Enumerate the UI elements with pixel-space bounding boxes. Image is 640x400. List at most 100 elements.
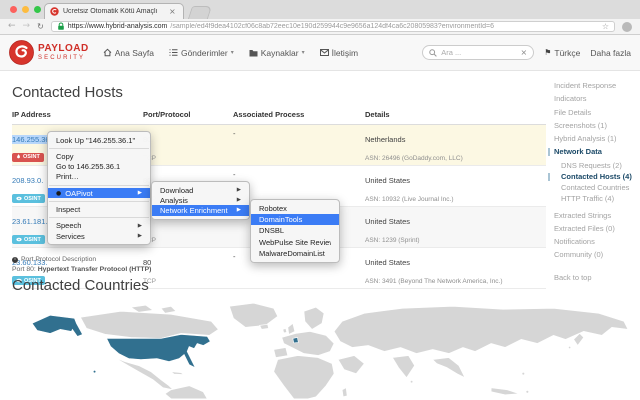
menu-item-webpulse[interactable]: WebPulse Site Review — [259, 237, 331, 247]
sidebar-item-dns-requests[interactable]: DNS Requests (2) — [561, 160, 622, 170]
minimize-window-button[interactable] — [22, 6, 29, 13]
menu-item-analysis[interactable]: Analysis ▶ — [160, 195, 241, 205]
sidebar-item-notifications[interactable]: Notifications — [554, 237, 595, 247]
tab-title: Ücretsiz Otomatik Kötü Amaçlı — [63, 8, 158, 15]
back-to-top-link[interactable]: Back to top — [554, 273, 592, 283]
country: United States — [365, 217, 411, 226]
address-bar[interactable]: https://www.hybrid-analysis.com /sample/… — [50, 21, 615, 32]
more-menu[interactable]: Daha fazla — [590, 48, 631, 58]
payload-security-logo[interactable]: PAYLOAD SECURITY — [9, 40, 89, 65]
menu-item-download[interactable]: Download ▶ — [160, 185, 241, 195]
menu-item-robotex[interactable]: Robotex — [259, 204, 287, 214]
https-lock-icon — [57, 22, 64, 30]
menu-item-malwaredomainlist[interactable]: MalwareDomainList — [259, 248, 325, 258]
search-input[interactable]: Ara ... × — [422, 45, 535, 60]
ip-link[interactable]: 208.93.0. — [12, 176, 44, 185]
osint-badge-info[interactable]: OSINT — [12, 276, 45, 285]
sidebar-item-file-details[interactable]: File Details — [554, 107, 592, 117]
context-menu: Look Up "146.255.36.1" Copy Go to 146.25… — [47, 131, 151, 246]
menu-separator — [49, 217, 149, 219]
language-label: Türkçe — [554, 47, 581, 58]
country: United States — [365, 258, 411, 267]
osint-badge-info[interactable]: OSINT — [12, 235, 45, 244]
country: Netherlands — [365, 135, 406, 144]
associated-process: - — [233, 252, 236, 261]
profile-avatar-button[interactable] — [622, 21, 632, 32]
url-path: /sample/ed4f9dea4102cf06c8ab72eec10e190d… — [170, 23, 495, 30]
sidebar-item-screenshots[interactable]: Screenshots (1) — [554, 120, 607, 130]
nav-submissions-label: Gönderimler — [180, 47, 228, 58]
new-tab-button[interactable] — [187, 6, 213, 19]
nav-home-label: Ana Sayfa — [114, 47, 154, 58]
envelope-icon — [319, 49, 329, 56]
search-icon — [429, 48, 437, 57]
menu-separator — [49, 184, 149, 186]
sidebar-item-http-traffic[interactable]: HTTP Traffic (4) — [561, 193, 615, 203]
list-icon — [169, 49, 178, 56]
menu-item-network-enrichment[interactable]: Network Enrichment ▶ — [152, 205, 249, 216]
submenu-arrow-icon: ▶ — [137, 190, 142, 197]
menu-item-goto[interactable]: Go to 146.255.36.1 — [56, 162, 121, 172]
window-controls[interactable] — [10, 6, 41, 13]
menu-item-domaintools[interactable]: DomainTools — [251, 214, 339, 226]
forward-icon[interactable]: → — [22, 21, 31, 31]
contacted-hosts-title: Contacted Hosts — [12, 84, 123, 101]
osint-badge-info[interactable]: OSINT — [12, 194, 45, 203]
info-icon: i — [12, 256, 18, 263]
map-united-states — [106, 334, 211, 369]
language-selector[interactable]: ⚑ Türkçe — [544, 48, 580, 58]
ip-link[interactable]: 23.60.133. — [12, 258, 48, 267]
menu-item-oapivot[interactable]: ● OAPivot ▶ — [48, 188, 150, 199]
sidebar-item-indicators[interactable]: Indicators — [554, 94, 587, 104]
protocol: TCP — [143, 278, 156, 285]
home-icon — [103, 48, 112, 57]
osint-badge-malicious[interactable]: OSINT — [12, 152, 44, 162]
menu-item-lookup[interactable]: Look Up "146.255.36.1" — [56, 135, 136, 145]
chevron-down-icon: ▾ — [301, 49, 305, 56]
reload-icon[interactable]: ↻ — [37, 21, 44, 31]
asn-detail: ASN: 10932 (Live Journal Inc.) — [365, 196, 454, 203]
nav-contact[interactable]: İletişim — [319, 47, 359, 58]
menu-item-inspect[interactable]: Inspect — [56, 205, 81, 215]
browser-tab[interactable]: Ücretsiz Otomatik Kötü Amaçlı × — [44, 3, 184, 19]
menu-item-copy[interactable]: Copy — [56, 151, 74, 161]
sidebar-item-contacted-hosts[interactable]: Contacted Hosts (4) — [548, 172, 634, 181]
menu-item-print[interactable]: Print… — [56, 172, 79, 182]
menu-item-speech[interactable]: Speech ▶ — [56, 221, 142, 231]
browser-toolbar: ← → ↻ https://www.hybrid-analysis.com /s… — [0, 19, 640, 35]
search-clear-icon[interactable]: × — [520, 48, 528, 57]
back-icon[interactable]: ← — [8, 21, 16, 31]
main-navigation: Ana Sayfa Gönderimler ▾ Kaynaklar ▾ İlet… — [103, 48, 358, 58]
nav-contact-label: İletişim — [331, 47, 359, 58]
nav-submissions[interactable]: Gönderimler ▾ — [169, 48, 234, 58]
eye-icon — [16, 237, 22, 242]
nav-resources[interactable]: Kaynaklar ▾ — [249, 48, 305, 58]
bookmark-star-icon[interactable]: ☆ — [601, 22, 609, 31]
browser-tabstrip: Ücretsiz Otomatik Kötü Amaçlı × — [0, 0, 640, 19]
menu-item-dnsbl[interactable]: DNSBL — [259, 226, 285, 236]
asn-detail: ASN: 26496 (GoDaddy.com, LLC) — [365, 155, 463, 162]
sidebar-item-contacted-countries[interactable]: Contacted Countries — [561, 182, 630, 192]
zoom-window-button[interactable] — [34, 6, 41, 13]
sidebar-item-extracted-strings[interactable]: Extracted Strings — [554, 210, 612, 220]
footnote-title: Port Protocol Description — [21, 256, 97, 263]
folder-icon — [249, 49, 258, 56]
sidebar-item-incident-response[interactable]: Incident Response — [554, 81, 617, 90]
contacted-countries-map[interactable] — [10, 300, 630, 400]
sidebar-item-hybrid-analysis[interactable]: Hybrid Analysis (1) — [554, 134, 617, 144]
sidebar-item-community[interactable]: Community (0) — [554, 250, 604, 260]
ip-link[interactable]: 23.61.181.1 — [12, 217, 52, 226]
menu-item-services[interactable]: Services ▶ — [56, 231, 142, 241]
close-window-button[interactable] — [10, 6, 17, 13]
search-placeholder: Ara ... — [441, 48, 462, 57]
tab-close-icon[interactable]: × — [169, 6, 176, 16]
nav-home[interactable]: Ana Sayfa — [103, 48, 154, 58]
ip-link[interactable]: 146.255.36.1 — [12, 135, 56, 144]
site-header: PAYLOAD SECURITY Ana Sayfa Gönderimler ▾… — [0, 35, 640, 71]
brand-name-bottom: SECURITY — [38, 55, 86, 61]
sidebar-item-extracted-files[interactable]: Extracted Files (0) — [554, 223, 615, 233]
table-row: 23.60.133. OSINT 80 TCP - United States … — [12, 248, 546, 289]
report-sidebar: Incident Response Indicators File Detail… — [548, 82, 634, 282]
sidebar-item-network-data[interactable]: Network Data — [548, 148, 634, 157]
associated-process: - — [233, 170, 236, 179]
